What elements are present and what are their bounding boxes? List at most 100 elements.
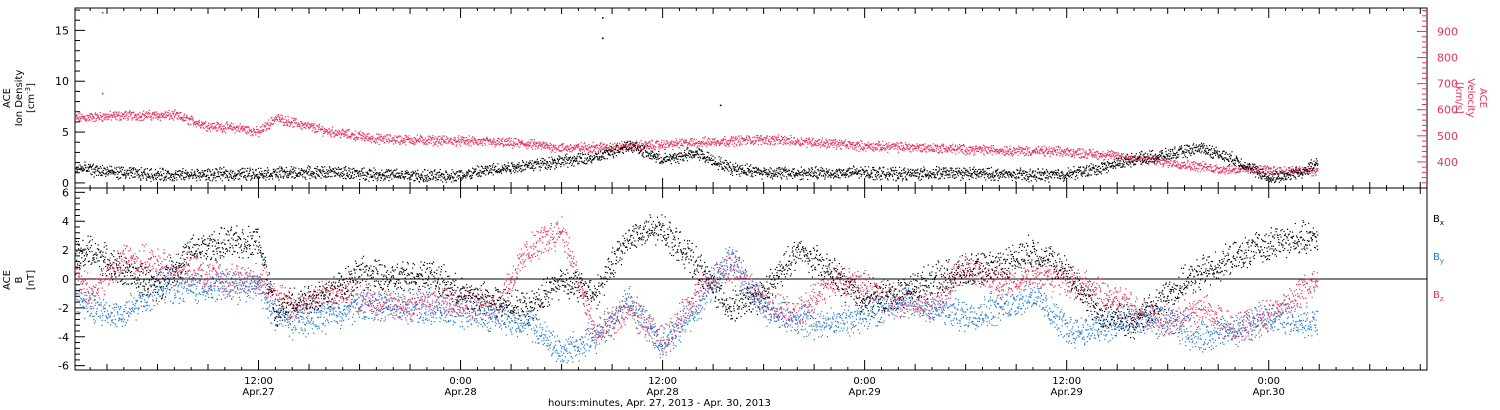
density-point	[366, 172, 368, 174]
density-point	[282, 177, 284, 179]
velocity-point	[403, 138, 405, 140]
velocity-point	[1100, 154, 1102, 156]
velocity-point	[396, 137, 399, 139]
velocity-point	[212, 128, 214, 130]
velocity-point	[769, 141, 771, 143]
velocity-point	[725, 141, 728, 143]
velocity-point	[1068, 150, 1070, 152]
velocity-point	[282, 117, 284, 119]
velocity-point	[194, 121, 196, 123]
density-point	[287, 175, 289, 177]
density-point	[328, 166, 331, 168]
velocity-point	[1267, 168, 1269, 170]
velocity-point	[212, 126, 214, 128]
density-point	[426, 174, 429, 176]
density-point	[365, 178, 368, 180]
velocity-point	[1002, 151, 1004, 153]
velocity-point	[501, 138, 503, 140]
velocity-point	[1252, 168, 1254, 170]
density-point	[151, 175, 153, 177]
density-point	[313, 172, 315, 174]
density-point	[392, 170, 395, 172]
velocity-point	[845, 139, 847, 141]
velocity-point	[883, 147, 885, 149]
velocity-point	[78, 113, 80, 115]
velocity-point	[468, 141, 470, 144]
density-point	[416, 178, 418, 180]
velocity-point	[868, 144, 870, 146]
velocity-point	[134, 114, 137, 117]
velocity-point	[375, 142, 377, 144]
velocity-point	[409, 141, 411, 143]
velocity-point	[79, 119, 81, 121]
density-point	[403, 177, 405, 179]
velocity-point	[517, 145, 519, 147]
density-point	[276, 171, 278, 173]
velocity-point	[1253, 173, 1255, 175]
velocity-point	[402, 141, 404, 143]
velocity-point	[579, 149, 581, 152]
density-point	[164, 169, 167, 171]
velocity-point	[229, 126, 231, 128]
velocity-point	[1022, 152, 1025, 155]
velocity-point	[612, 143, 614, 146]
velocity-point	[1044, 149, 1046, 151]
velocity-point	[1248, 167, 1251, 169]
velocity-point	[757, 134, 759, 137]
velocity-point	[512, 144, 514, 147]
velocity-point	[435, 138, 437, 140]
velocity-point	[99, 118, 101, 121]
velocity-point	[187, 122, 189, 124]
velocity-point	[135, 119, 137, 121]
velocity-point	[975, 148, 977, 150]
velocity-point	[756, 137, 758, 139]
density-point	[233, 179, 235, 181]
velocity-point	[702, 140, 704, 142]
velocity-point	[1302, 173, 1304, 176]
density-point	[93, 171, 96, 173]
density-point	[348, 167, 350, 169]
velocity-point	[1050, 153, 1052, 155]
velocity-point	[356, 138, 358, 140]
density-point	[359, 178, 361, 181]
velocity-point	[642, 145, 644, 147]
velocity-point	[561, 146, 563, 148]
velocity-point	[886, 146, 888, 148]
density-point	[159, 178, 161, 180]
velocity-point	[1279, 172, 1281, 174]
velocity-point	[387, 134, 389, 136]
velocity-point	[299, 125, 301, 127]
velocity-point	[807, 143, 809, 145]
velocity-point	[1310, 167, 1312, 169]
velocity-point	[232, 129, 235, 131]
velocity-point	[110, 119, 112, 121]
velocity-point	[113, 113, 115, 115]
density-point	[358, 175, 360, 177]
density-point	[165, 177, 167, 179]
velocity-point	[694, 143, 697, 145]
velocity-point	[711, 142, 713, 145]
velocity-point	[460, 136, 462, 138]
velocity-point	[145, 112, 147, 114]
velocity-point	[290, 122, 292, 124]
density-point	[141, 174, 143, 176]
velocity-point	[979, 146, 981, 148]
velocity-point	[638, 146, 640, 148]
velocity-point	[1270, 170, 1272, 173]
density-point	[142, 175, 144, 177]
velocity-point	[1033, 152, 1035, 154]
velocity-point	[294, 122, 297, 124]
velocity-point	[156, 116, 158, 118]
density-point	[177, 174, 179, 176]
velocity-point	[393, 137, 395, 139]
velocity-point	[649, 145, 651, 148]
velocity-point	[1236, 170, 1238, 172]
velocity-point	[945, 151, 947, 153]
density-point	[339, 168, 341, 170]
velocity-point	[532, 144, 534, 146]
velocity-point	[1005, 152, 1007, 155]
velocity-point	[678, 140, 680, 143]
density-point	[264, 169, 267, 172]
velocity-point	[1179, 167, 1181, 169]
velocity-point	[807, 142, 809, 144]
